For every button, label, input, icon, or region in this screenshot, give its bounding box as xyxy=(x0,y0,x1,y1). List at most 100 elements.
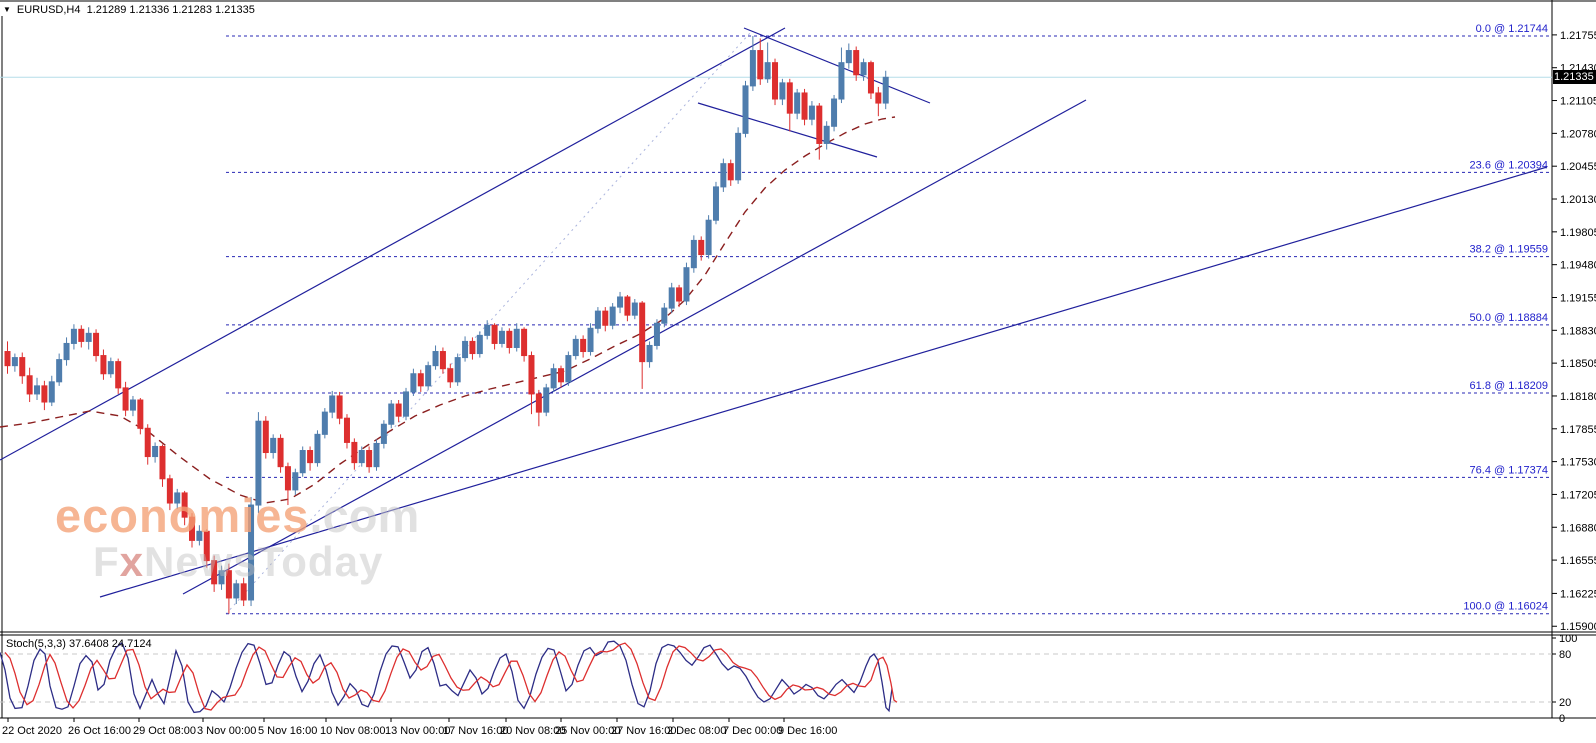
candle-body[interactable] xyxy=(11,357,18,367)
candle-body[interactable] xyxy=(70,328,77,344)
candle-body[interactable] xyxy=(34,385,41,395)
candle-body[interactable] xyxy=(439,351,446,370)
ascending-channel-upper[interactable] xyxy=(0,27,786,461)
candle-body[interactable] xyxy=(270,437,277,454)
candle-body[interactable] xyxy=(78,328,85,342)
candle-body[interactable] xyxy=(639,302,646,363)
candle-body[interactable] xyxy=(735,132,742,181)
candle-body[interactable] xyxy=(720,163,727,188)
candle-body[interactable] xyxy=(329,395,336,413)
candle-body[interactable] xyxy=(373,442,380,468)
descending-channel-lower[interactable] xyxy=(697,102,878,158)
candle-body[interactable] xyxy=(764,62,771,80)
candle-body[interactable] xyxy=(41,385,48,403)
candle-body[interactable] xyxy=(506,330,513,348)
candle-body[interactable] xyxy=(727,163,734,181)
symbol-dropdown-icon[interactable]: ▼ xyxy=(3,5,11,14)
descending-channel-upper[interactable] xyxy=(743,27,931,104)
candle-body[interactable] xyxy=(26,375,33,395)
stoch-k-line[interactable] xyxy=(0,640,893,714)
candle-body[interactable] xyxy=(152,445,159,458)
candle-body[interactable] xyxy=(653,322,660,346)
candle-body[interactable] xyxy=(882,76,889,104)
long-support-line[interactable] xyxy=(99,166,1548,598)
candle-body[interactable] xyxy=(343,417,350,443)
candle-body[interactable] xyxy=(277,437,284,468)
candle-body[interactable] xyxy=(122,387,129,411)
candle-body[interactable] xyxy=(602,310,609,326)
candle-body[interactable] xyxy=(816,105,823,144)
candle-body[interactable] xyxy=(299,450,306,474)
candle-body[interactable] xyxy=(801,92,808,120)
candle-body[interactable] xyxy=(521,328,528,357)
candle-body[interactable] xyxy=(174,492,181,504)
candle-body[interactable] xyxy=(218,570,225,585)
candle-body[interactable] xyxy=(838,62,845,100)
candle-body[interactable] xyxy=(380,423,387,444)
candle-body[interactable] xyxy=(166,478,173,504)
candle-body[interactable] xyxy=(395,403,402,417)
candle-body[interactable] xyxy=(203,530,210,562)
candle-body[interactable] xyxy=(240,583,247,601)
candle-body[interactable] xyxy=(159,445,166,480)
candle-body[interactable] xyxy=(528,355,535,395)
candle-body[interactable] xyxy=(93,332,100,357)
candle-body[interactable] xyxy=(129,399,136,411)
candle-body[interactable] xyxy=(476,334,483,355)
candle-body[interactable] xyxy=(225,570,232,599)
candle-body[interactable] xyxy=(262,420,269,454)
candle-body[interactable] xyxy=(107,361,114,375)
candle-body[interactable] xyxy=(572,338,579,357)
candle-body[interactable] xyxy=(558,368,564,383)
candle-body[interactable] xyxy=(196,530,203,541)
candle-body[interactable] xyxy=(646,344,653,363)
candle-body[interactable] xyxy=(484,324,491,336)
candle-body[interactable] xyxy=(550,368,557,389)
candle-body[interactable] xyxy=(292,472,299,491)
candle-body[interactable] xyxy=(742,85,749,134)
candle-body[interactable] xyxy=(609,306,616,326)
candle-body[interactable] xyxy=(358,450,365,464)
stoch-d-line[interactable] xyxy=(4,642,898,711)
candle-body[interactable] xyxy=(321,411,328,435)
candle-body[interactable] xyxy=(63,342,70,361)
candle-body[interactable] xyxy=(19,357,26,377)
candle-body[interactable] xyxy=(668,287,675,309)
candle-body[interactable] xyxy=(712,186,719,221)
candle-body[interactable] xyxy=(454,357,461,383)
candle-body[interactable] xyxy=(808,105,815,120)
candle-body[interactable] xyxy=(48,381,55,403)
candle-body[interactable] xyxy=(683,267,690,302)
candle-body[interactable] xyxy=(388,403,395,425)
candle-body[interactable] xyxy=(772,62,779,100)
candle-body[interactable] xyxy=(447,368,454,383)
candle-body[interactable] xyxy=(366,450,373,468)
candle-body[interactable] xyxy=(698,239,705,256)
candle-body[interactable] xyxy=(284,466,291,491)
candle-body[interactable] xyxy=(676,287,683,302)
candle-body[interactable] xyxy=(498,330,505,344)
candle-body[interactable] xyxy=(351,441,358,464)
candle-body[interactable] xyxy=(211,560,218,585)
candle-body[interactable] xyxy=(115,361,122,389)
candle-body[interactable] xyxy=(314,433,321,464)
candle-body[interactable] xyxy=(85,332,92,342)
candle-body[interactable] xyxy=(403,391,410,417)
candle-body[interactable] xyxy=(705,219,712,256)
candle-body[interactable] xyxy=(853,50,860,76)
candle-body[interactable] xyxy=(425,365,432,387)
candle-body[interactable] xyxy=(4,351,11,367)
candle-body[interactable] xyxy=(307,450,314,464)
candle-body[interactable] xyxy=(181,492,188,518)
candle-body[interactable] xyxy=(137,399,144,429)
candle-body[interactable] xyxy=(594,310,601,329)
candle-body[interactable] xyxy=(690,239,697,269)
candle-body[interactable] xyxy=(580,338,587,353)
candle-body[interactable] xyxy=(233,583,240,599)
candle-body[interactable] xyxy=(779,82,786,100)
candle-body[interactable] xyxy=(56,359,63,383)
candle-body[interactable] xyxy=(749,50,756,87)
candle-body[interactable] xyxy=(845,50,852,64)
candle-body[interactable] xyxy=(661,307,668,324)
